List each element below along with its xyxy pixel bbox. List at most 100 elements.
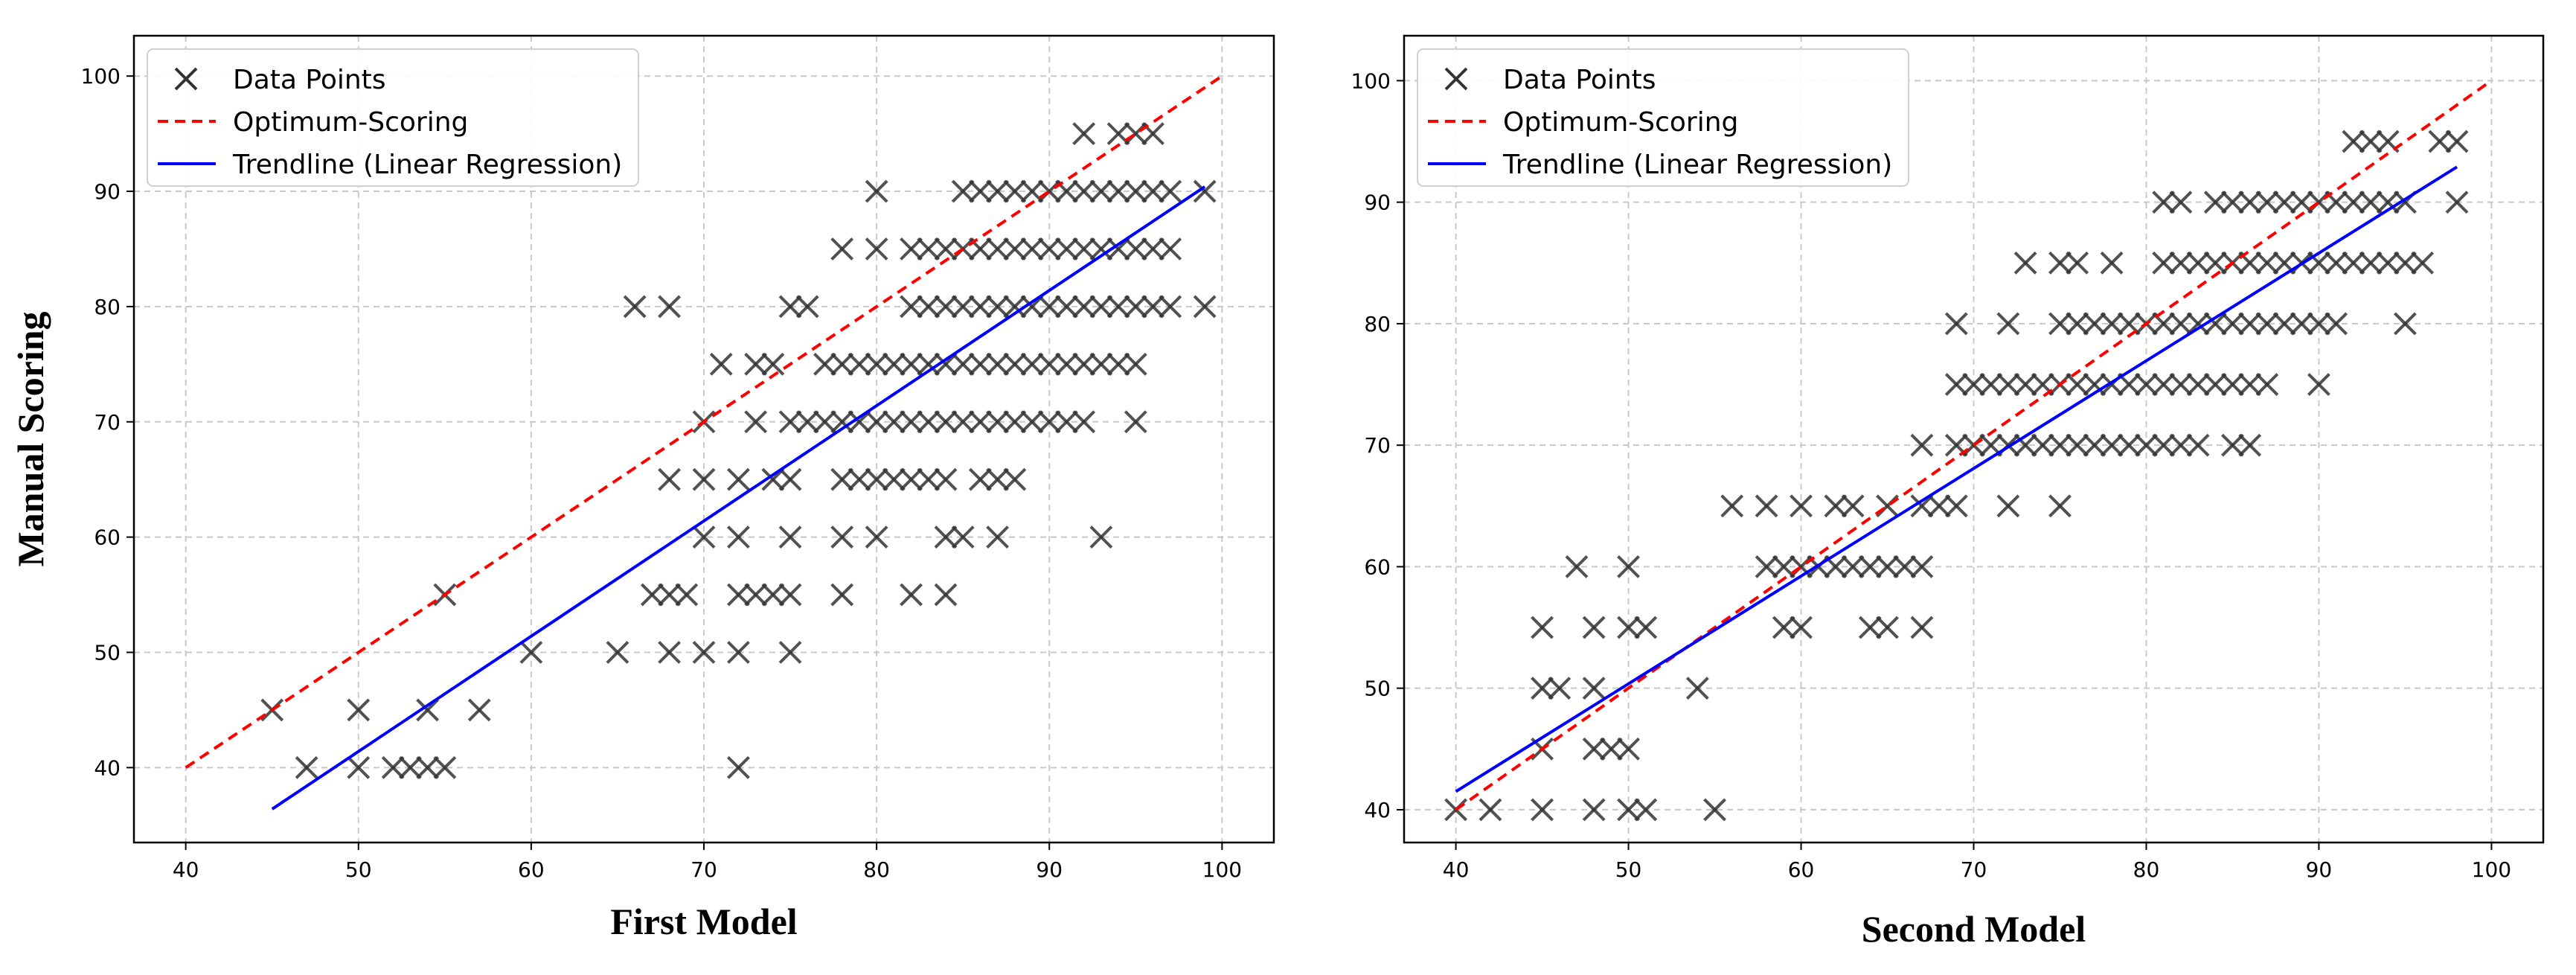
data-point-stroke — [1617, 555, 1640, 578]
x-axis-title: Second Model — [1862, 908, 2086, 950]
data-point-stroke — [2376, 251, 2400, 275]
data-point-stroke — [1055, 237, 1078, 260]
data-point-stroke — [1979, 433, 2003, 457]
data-point-stroke — [865, 467, 888, 491]
data-point — [848, 410, 871, 434]
data-point-stroke — [658, 295, 681, 319]
x-tick-label: 50 — [1615, 857, 1642, 882]
x-tick-label: 40 — [173, 857, 199, 882]
data-point-stroke — [295, 755, 318, 779]
y-axis-title: Manual Scoring — [10, 311, 51, 566]
data-point — [2307, 373, 2330, 396]
data-point — [900, 410, 923, 434]
data-point-stroke — [917, 237, 941, 260]
data-point-stroke — [1996, 312, 2020, 336]
data-point-stroke — [2169, 191, 2193, 214]
data-point — [1962, 433, 1985, 457]
data-point-stroke — [1962, 373, 1985, 396]
data-point — [986, 237, 1010, 260]
data-point-stroke — [2411, 251, 2435, 275]
data-point-stroke — [1159, 295, 1182, 319]
data-point — [2066, 251, 2089, 275]
data-point — [1531, 616, 1554, 639]
data-point-stroke — [813, 410, 836, 434]
data-point — [1089, 352, 1113, 376]
data-point — [2342, 130, 2365, 153]
data-point — [1124, 237, 1147, 260]
data-point — [1927, 494, 1951, 518]
data-point — [1106, 179, 1130, 203]
data-point-stroke — [986, 525, 1010, 549]
data-point — [2255, 312, 2279, 336]
data-point-stroke — [1944, 373, 1968, 396]
data-point-stroke — [606, 641, 629, 664]
data-point — [1003, 352, 1027, 376]
data-point — [1944, 373, 1968, 396]
data-point — [2221, 373, 2244, 396]
data-point — [1072, 179, 1096, 203]
data-point — [968, 352, 992, 376]
data-point — [795, 295, 819, 319]
data-point-stroke — [917, 295, 941, 319]
data-point — [865, 525, 888, 549]
data-point — [917, 467, 941, 491]
data-point — [1996, 373, 2020, 396]
data-point-stroke — [2221, 312, 2244, 336]
data-point — [1685, 677, 1709, 700]
data-point-stroke — [968, 179, 992, 203]
data-point-stroke — [2203, 312, 2227, 336]
data-point — [2307, 312, 2330, 336]
data-point-stroke — [2152, 312, 2176, 336]
x-tick-label: 90 — [2306, 857, 2333, 882]
data-point-stroke — [968, 295, 992, 319]
data-point — [2100, 312, 2124, 336]
trendline — [1455, 165, 2458, 793]
data-point — [2169, 191, 2193, 214]
data-point-stroke — [1858, 555, 1882, 578]
data-point-stroke — [2031, 433, 2054, 457]
data-point — [1124, 295, 1147, 319]
data-point-stroke — [1841, 494, 1865, 518]
data-point — [1876, 555, 1899, 578]
data-point — [778, 583, 802, 607]
trendline — [271, 185, 1206, 811]
data-point — [1876, 494, 1899, 518]
data-point-stroke — [1020, 295, 1044, 319]
data-point-stroke — [1703, 798, 1726, 822]
y-tick-label: 60 — [1364, 554, 1391, 579]
data-point-stroke — [830, 352, 854, 376]
data-point-stroke — [2325, 312, 2348, 336]
data-point-stroke — [658, 467, 681, 491]
data-point — [1072, 237, 1096, 260]
data-point-stroke — [951, 525, 975, 549]
data-point-stroke — [1141, 295, 1164, 319]
data-point — [2083, 312, 2106, 336]
data-point — [882, 352, 906, 376]
data-point-stroke — [778, 641, 802, 664]
data-point — [1124, 410, 1147, 434]
data-point — [2169, 373, 2193, 396]
data-point — [1124, 179, 1147, 203]
data-point-stroke — [865, 237, 888, 260]
data-point-stroke — [1893, 555, 1917, 578]
data-point — [917, 295, 941, 319]
data-point-stroke — [2307, 191, 2330, 214]
data-point — [2152, 191, 2176, 214]
data-point — [1548, 677, 1571, 700]
data-point — [1003, 179, 1027, 203]
data-point — [968, 467, 992, 491]
data-point-stroke — [900, 352, 923, 376]
data-point — [1141, 179, 1164, 203]
data-point — [658, 467, 681, 491]
data-point — [761, 467, 785, 491]
data-point-stroke — [900, 583, 923, 607]
data-point-stroke — [934, 352, 958, 376]
x-tick-label: 70 — [691, 857, 717, 882]
data-point — [2013, 251, 2037, 275]
data-point — [1089, 295, 1113, 319]
data-point-stroke — [2394, 251, 2417, 275]
data-point-stroke — [1003, 352, 1027, 376]
data-point — [1979, 373, 2003, 396]
data-point-stroke — [2359, 191, 2383, 214]
data-point-stroke — [658, 641, 681, 664]
